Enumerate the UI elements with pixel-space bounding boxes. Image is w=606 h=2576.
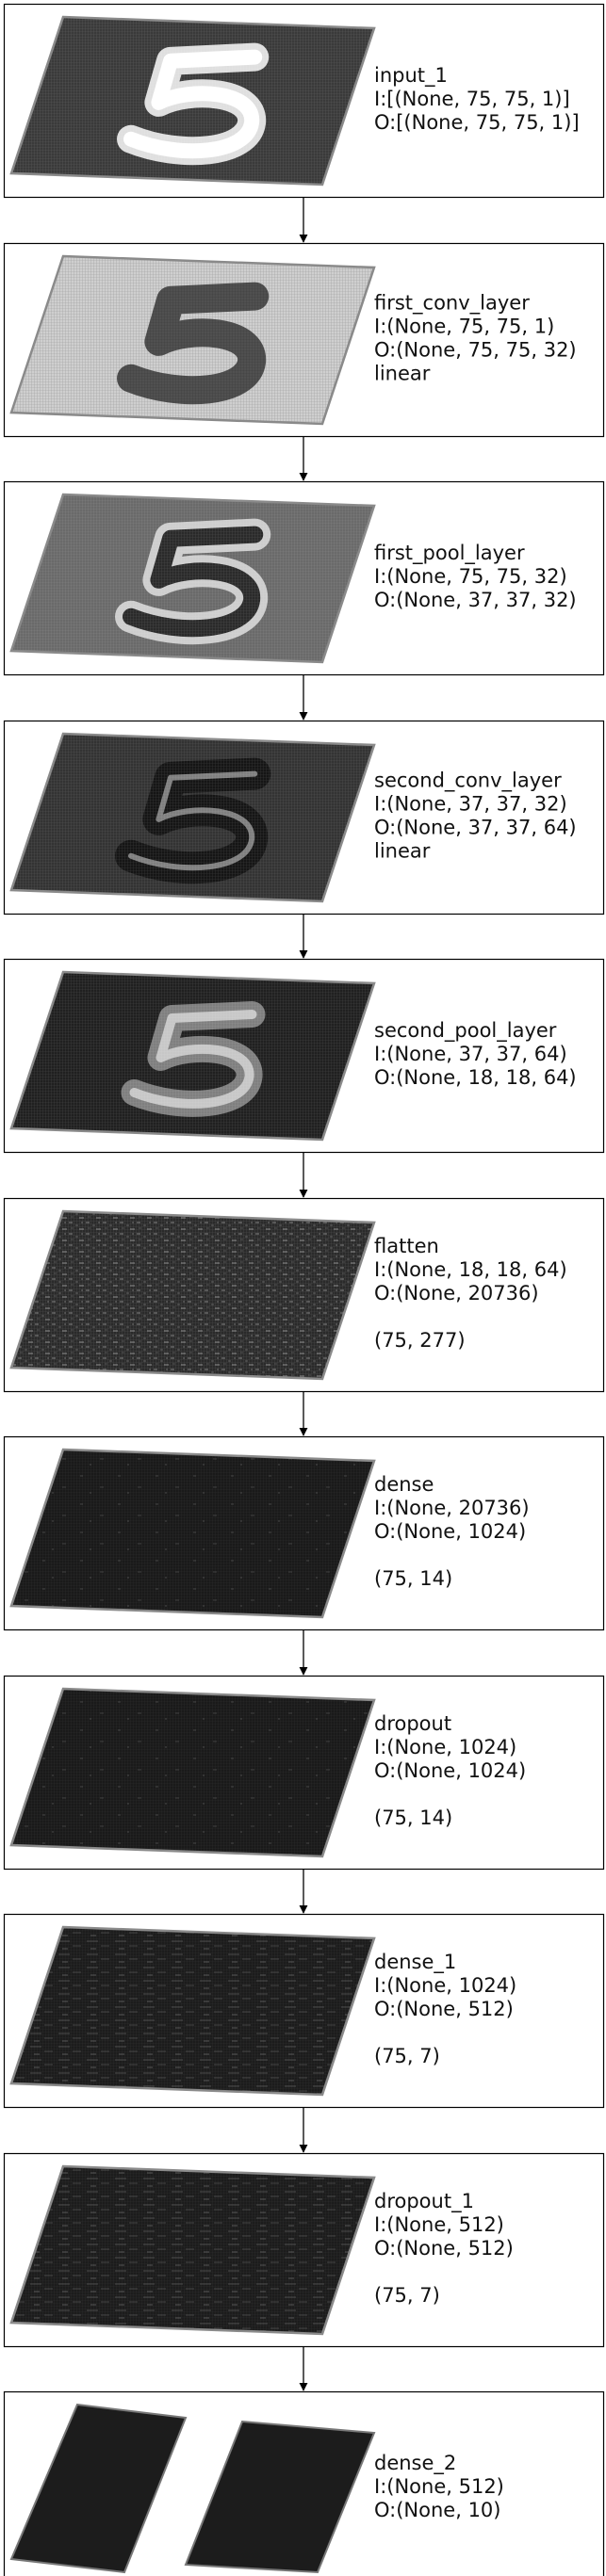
layer-info-line: (75, 14) — [374, 1806, 452, 1829]
layer-info-line: O:[(None, 75, 75, 1)] — [374, 111, 580, 134]
layer-dense_2: dense_2I:(None, 512)O:(None, 10) — [3, 2390, 605, 2576]
layer-info-line: O:(None, 18, 18, 64) — [374, 1066, 577, 1089]
layer-name-label: input_1 — [374, 64, 448, 88]
layer-info-line: I:(None, 1024) — [374, 1974, 516, 1997]
layer-info-line: I:[(None, 75, 75, 1)] — [374, 88, 570, 110]
layer-info-line: linear — [374, 363, 431, 385]
layer-info-line: I:(None, 37, 37, 32) — [374, 793, 567, 816]
layer-info-line: I:(None, 37, 37, 64) — [374, 1043, 567, 1065]
layer-input_1: input_1I:[(None, 75, 75, 1)]O:[(None, 75… — [3, 3, 605, 243]
layer-info-line: (75, 277) — [374, 1329, 466, 1352]
layer-name-label: dense_1 — [374, 1951, 456, 1974]
layer-name-label: dense — [374, 1473, 434, 1496]
layer-info-line: I:(None, 1024) — [374, 1736, 516, 1758]
layer-visualization — [9, 254, 376, 426]
layer-info-line: I:(None, 512) — [374, 2475, 504, 2498]
layer-name-label: dense_2 — [374, 2452, 456, 2475]
layer-name-label: dropout_1 — [374, 2190, 474, 2213]
layer-info-line: I:(None, 75, 75, 1) — [374, 316, 554, 338]
layer-visualization — [9, 1448, 376, 1619]
layer-name-label: first_conv_layer — [374, 292, 530, 316]
layer-info-line: I:(None, 18, 18, 64) — [374, 1258, 567, 1281]
layer-dense_1: dense_1I:(None, 1024)O:(None, 512) (75, 7… — [3, 1913, 605, 2153]
layer-info-line: O:(None, 512) — [374, 2237, 514, 2260]
layer-info-line: O:(None, 1024) — [374, 1759, 526, 1782]
layer-visualization — [9, 1687, 376, 1858]
layer-info-line: O:(None, 20736) — [374, 1282, 539, 1304]
layer-info-line: (75, 7) — [374, 2045, 440, 2067]
layer-info-line: O:(None, 37, 37, 32) — [374, 589, 577, 611]
layer-dropout_1: dropout_1I:(None, 512)O:(None, 512) (75, … — [3, 2152, 605, 2391]
layer-visualization — [9, 1209, 376, 1381]
layer-visualization — [9, 493, 376, 664]
layer-name-label: second_pool_layer — [374, 1019, 557, 1043]
layer-info-line: (75, 7) — [374, 2284, 440, 2307]
layer-info-line: O:(None, 10) — [374, 2499, 500, 2521]
layer-info-line: O:(None, 512) — [374, 1998, 514, 2020]
layer-info-line: I:(None, 20736) — [374, 1497, 530, 1519]
layer-name-label: dropout — [374, 1712, 451, 1735]
layer-info-line: linear — [374, 840, 431, 863]
layer-visualization — [9, 2403, 376, 2574]
layer-name-label: flatten — [374, 1235, 439, 1257]
layer-info-line: O:(None, 37, 37, 64) — [374, 817, 577, 839]
layer-visualization — [9, 732, 376, 903]
layer-visualization — [9, 970, 376, 1142]
layer-info-line: O:(None, 75, 75, 32) — [374, 339, 577, 362]
layer-info-line: I:(None, 75, 75, 32) — [374, 565, 567, 588]
layer-name-label: first_pool_layer — [374, 542, 525, 565]
layer-visualization — [9, 2164, 376, 2336]
layer-visualization — [9, 15, 376, 186]
layer-info-line: (75, 14) — [374, 1567, 452, 1590]
layer-info-line: I:(None, 512) — [374, 2213, 504, 2236]
layer-info-line: O:(None, 1024) — [374, 1520, 526, 1543]
layer-visualization — [9, 1925, 376, 2097]
layer-name-label: second_conv_layer — [374, 770, 562, 793]
